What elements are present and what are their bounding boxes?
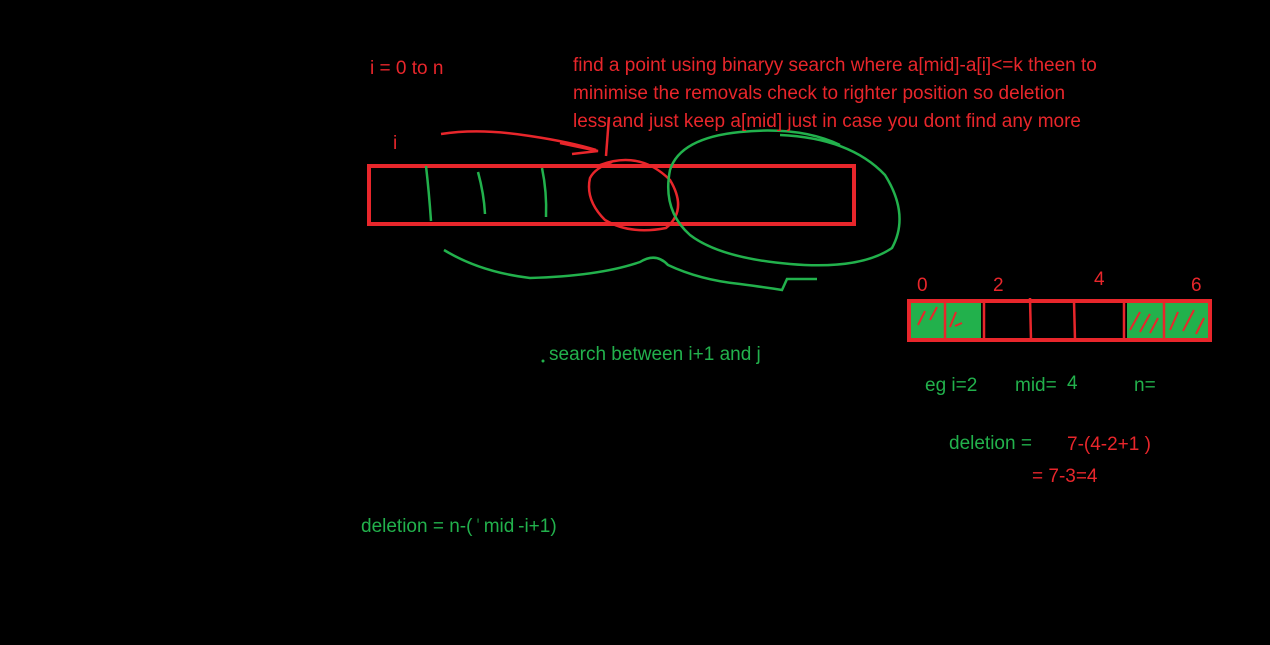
red-arrow bbox=[440, 130, 597, 152]
description-line-1: find a point using binaryy search where … bbox=[573, 55, 1097, 76]
example-index-2: 2 bbox=[993, 275, 1004, 296]
example-cell-divider bbox=[1072, 300, 1077, 341]
mid-circle bbox=[587, 158, 680, 232]
deletion-formula-mid: mid bbox=[483, 516, 515, 537]
description-line-3: less and just keep a[mid] just in case y… bbox=[573, 111, 1081, 132]
example-array-bar bbox=[907, 299, 1212, 342]
deletion-formula-end: -i+1) bbox=[518, 516, 557, 537]
right-loop bbox=[666, 129, 901, 267]
loop-label: i = 0 to n bbox=[370, 58, 444, 79]
example-deletion-calc: 7-(4-2+1 ) bbox=[1067, 434, 1151, 455]
i-marker: i bbox=[393, 133, 398, 154]
hatch-mark bbox=[1169, 309, 1205, 335]
example-index-6: 6 bbox=[1191, 275, 1202, 296]
example-deletion-result: = 7-3=4 bbox=[1032, 466, 1098, 487]
example-n-label: n= bbox=[1134, 375, 1156, 396]
example-mid-value: 4 bbox=[1067, 373, 1078, 394]
hatch-mark bbox=[917, 306, 938, 326]
example-cell-divider bbox=[1028, 297, 1033, 341]
array-divider bbox=[540, 167, 548, 218]
ink-dot bbox=[541, 359, 545, 363]
hatch-mark bbox=[949, 311, 963, 328]
red-tick bbox=[604, 116, 611, 157]
example-index-0: 0 bbox=[917, 275, 928, 296]
example-index-4: 4 bbox=[1094, 269, 1105, 290]
example-i-value: eg i=2 bbox=[925, 375, 978, 396]
example-deletion-label: deletion = bbox=[949, 433, 1032, 454]
example-mid-label: mid= bbox=[1015, 375, 1057, 396]
red-arrow-head bbox=[559, 141, 599, 156]
hatch-mark bbox=[1129, 311, 1159, 334]
deletion-formula-start: deletion = n-( bbox=[361, 516, 473, 537]
search-between-label: search between i+1 and j bbox=[549, 344, 761, 365]
array-divider bbox=[424, 165, 433, 222]
description-line-2: minimise the removals check to righter p… bbox=[573, 83, 1066, 104]
under-brace bbox=[443, 248, 817, 292]
deletion-formula: deletion = n-( ' mid -i+1) bbox=[361, 516, 557, 537]
array-divider bbox=[476, 171, 487, 215]
main-array-bar bbox=[367, 164, 856, 226]
